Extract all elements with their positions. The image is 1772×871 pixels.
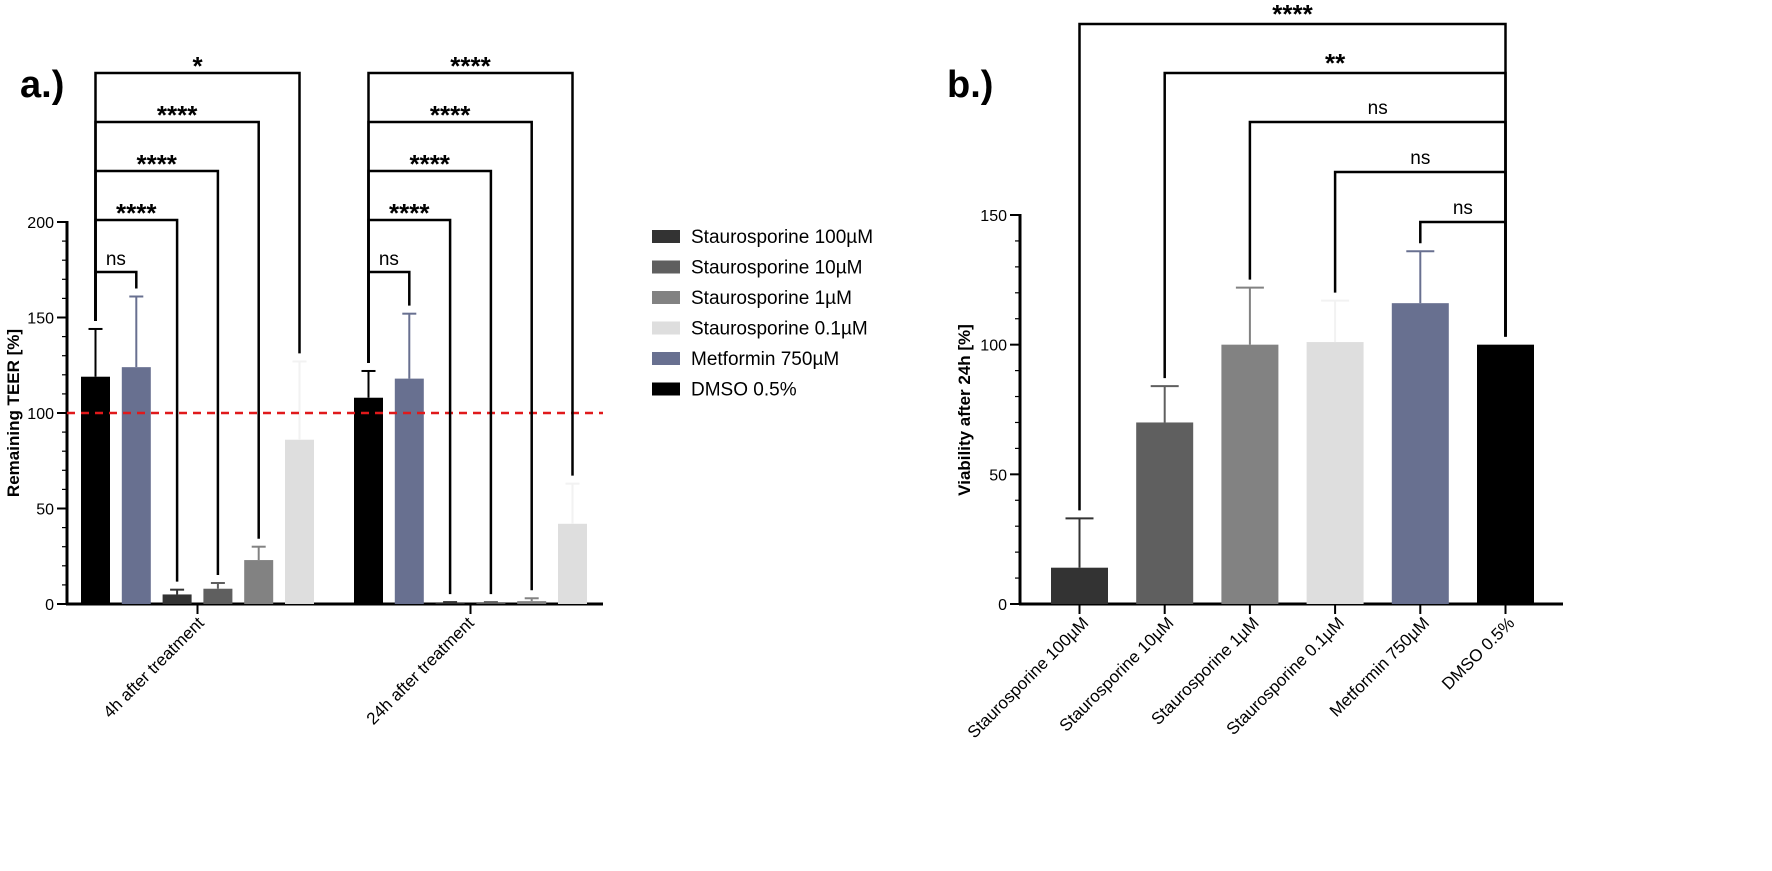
panel-a-significance-label: **** <box>430 100 471 130</box>
panel-b-significance-bracket <box>1419 220 1507 337</box>
panel-b-y-tick-label: 150 <box>980 208 1007 225</box>
panel-b-significance-label: ns <box>1368 98 1388 119</box>
panel-a-significance-label: **** <box>450 51 491 81</box>
panel-a-significance-label: * <box>192 51 203 81</box>
panel-a-bar <box>394 378 424 604</box>
panel-a-y-axis-title: Remaining TEER [%] <box>4 329 23 497</box>
panel-b-y-tick-label: 50 <box>989 467 1007 484</box>
legend-entry-label: Staurosporine 1µM <box>691 288 852 309</box>
panel-b-bar <box>1391 303 1449 604</box>
panel-b-significance-label: **** <box>1272 0 1313 29</box>
panel-b-y-tick-label: 0 <box>998 597 1007 614</box>
panel-b-bar <box>1136 422 1194 604</box>
panel-b-label: b.) <box>947 64 993 106</box>
panel-a-significance-bracket <box>94 71 301 354</box>
panel-a-bar <box>435 603 465 604</box>
panel-a-significance-label: **** <box>389 198 430 228</box>
panel-a-significance-label: **** <box>136 149 177 179</box>
legend-swatch <box>652 260 680 274</box>
panel-a-bar <box>244 560 274 604</box>
panel-a-y-tick-label: 200 <box>27 215 54 232</box>
panel-b-bar <box>1221 344 1279 604</box>
legend-swatch <box>652 230 680 243</box>
panel-a-bar <box>285 439 314 604</box>
panel-b-y-axis-title: Viability after 24h [%] <box>955 324 974 496</box>
panel-a-significance-label: **** <box>116 198 157 228</box>
legend-entry-label: Staurosporine 0.1µM <box>691 319 868 340</box>
panel-a-significance-bracket <box>94 169 220 575</box>
legend-swatch <box>652 352 680 365</box>
legend-entry-label: Metformin 750µM <box>691 349 839 370</box>
panel-a-category-label: 4h after treatment <box>100 613 209 722</box>
panel-a-y-tick-label: 100 <box>27 406 54 423</box>
legend-swatch <box>652 321 680 335</box>
legend: Staurosporine 100µM Staurosporine 10µM Sta… <box>652 227 873 401</box>
panel-b-significance-label: ns <box>1410 148 1430 169</box>
panel-a-category-label: 24h after treatment <box>363 613 478 728</box>
panel-a-significance-label: ns <box>106 249 126 270</box>
panel-a-label: a.) <box>20 64 64 106</box>
panel-a-bar <box>81 376 110 604</box>
panel-a-significance-label: ns <box>379 249 399 270</box>
panel-b-y-tick-label: 100 <box>980 338 1007 355</box>
legend-swatch <box>652 382 680 396</box>
legend-entry-label: Staurosporine 10µM <box>691 258 862 279</box>
panel-b-significance-label: ** <box>1325 48 1346 78</box>
panel-a-bar <box>517 601 547 604</box>
panel-a-bar <box>558 523 587 604</box>
legend-entry-label: Staurosporine 100µM <box>691 227 873 248</box>
panel-a-bar <box>476 603 506 604</box>
panel-b-significance-bracket <box>1248 120 1507 337</box>
panel-b-bar <box>1477 344 1534 604</box>
panel-a-bar <box>162 594 192 604</box>
panel-a-y-tick-label: 50 <box>36 502 54 519</box>
panel-a-significance-label: **** <box>157 100 198 130</box>
panel-a-chart: 0 50 100 150 200 4h after treatment 24h after … <box>27 51 603 728</box>
panel-a-y-tick-label: 150 <box>27 311 54 328</box>
panel-b-significance-label: ns <box>1453 198 1473 219</box>
panel-a-significance-bracket <box>367 169 493 595</box>
panel-a-significance-label: **** <box>409 149 450 179</box>
panel-a-bar <box>121 367 151 604</box>
panel-a-y-tick-label: 0 <box>45 597 54 614</box>
panel-b-category-label: DMSO 0.5% <box>1438 613 1518 693</box>
panel-b-bar <box>1051 567 1108 604</box>
panel-a-significance-bracket <box>367 270 411 363</box>
panel-a-bar <box>354 397 383 604</box>
panel-b-bar <box>1306 342 1364 604</box>
panel-a-bar <box>203 588 233 604</box>
legend-swatch <box>652 291 680 304</box>
legend-entry-label: DMSO 0.5% <box>691 380 797 401</box>
panel-a-significance-bracket <box>367 71 574 476</box>
